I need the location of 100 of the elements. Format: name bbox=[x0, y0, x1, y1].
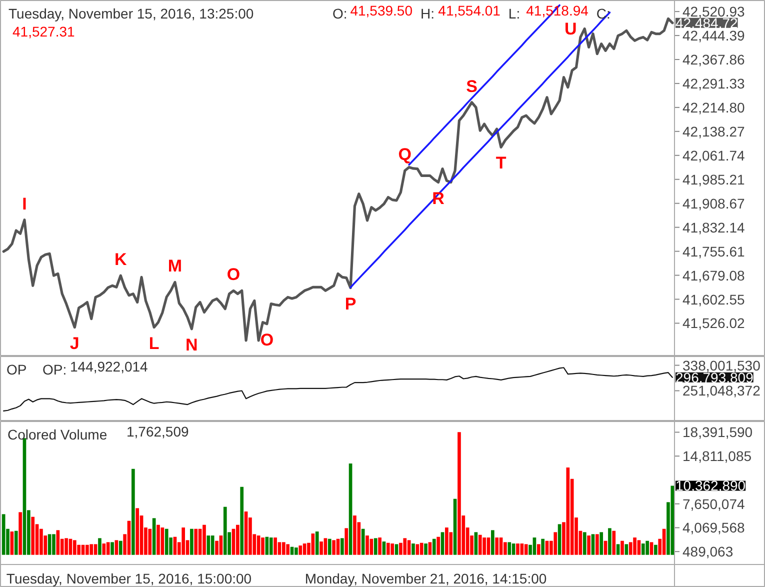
bar bbox=[315, 532, 319, 555]
bar bbox=[440, 532, 444, 555]
bar bbox=[236, 524, 240, 555]
bar bbox=[94, 544, 98, 555]
bar bbox=[582, 532, 586, 555]
data-label: N bbox=[186, 335, 198, 354]
y-tick-label: 41,526.02 bbox=[682, 315, 745, 332]
y-tick-label: 41,832.14 bbox=[682, 219, 745, 236]
bar bbox=[106, 542, 110, 555]
y-tick-label: 42,291.33 bbox=[682, 75, 745, 92]
bar bbox=[265, 536, 269, 555]
y-tick-label: 4,069,568 bbox=[682, 520, 745, 536]
bar bbox=[114, 540, 118, 555]
data-label: O bbox=[260, 330, 274, 350]
bar bbox=[332, 540, 336, 555]
bar bbox=[490, 530, 494, 555]
x-tick-label: Tuesday, November 15, 2016, 15:00:00 bbox=[6, 570, 252, 586]
bar bbox=[554, 532, 558, 555]
bar bbox=[370, 538, 374, 555]
bar bbox=[670, 486, 674, 555]
y-tick-label: 7,650,074 bbox=[682, 496, 745, 512]
bar bbox=[499, 538, 503, 555]
bar bbox=[486, 538, 490, 555]
y-tick-label: 41,985.21 bbox=[682, 171, 745, 188]
bar bbox=[637, 540, 641, 555]
data-label: K bbox=[114, 250, 128, 270]
bar bbox=[269, 538, 273, 555]
bar bbox=[353, 516, 356, 555]
y-tick-label: 14,811,085 bbox=[682, 448, 752, 464]
bar bbox=[336, 538, 340, 555]
bar bbox=[366, 536, 369, 555]
bar bbox=[302, 544, 306, 555]
bar bbox=[14, 530, 18, 555]
bar bbox=[482, 538, 486, 555]
bar bbox=[382, 542, 386, 555]
bar bbox=[282, 542, 286, 555]
bar bbox=[633, 538, 636, 555]
bar bbox=[394, 544, 398, 555]
data-label: O bbox=[226, 265, 240, 284]
data-label: M bbox=[168, 256, 182, 276]
bar bbox=[378, 538, 382, 555]
data-label: S bbox=[466, 76, 478, 96]
bar bbox=[445, 528, 448, 555]
bar bbox=[420, 542, 424, 555]
bar bbox=[206, 536, 210, 555]
bar bbox=[72, 540, 76, 555]
data-label: U bbox=[564, 19, 577, 38]
chart-title: OP bbox=[6, 362, 27, 378]
bar bbox=[198, 528, 202, 555]
bar bbox=[545, 540, 549, 555]
bar bbox=[127, 520, 131, 555]
bar bbox=[244, 512, 248, 555]
bar bbox=[86, 544, 89, 555]
bar bbox=[432, 538, 436, 555]
bar bbox=[436, 536, 440, 555]
bar bbox=[136, 508, 140, 555]
bar bbox=[524, 544, 528, 555]
annotation: 1,762,509 bbox=[126, 424, 189, 440]
bar bbox=[328, 538, 332, 555]
bar bbox=[156, 524, 160, 555]
bar bbox=[536, 544, 540, 555]
bar bbox=[202, 524, 206, 555]
bar bbox=[110, 542, 114, 555]
bar bbox=[662, 528, 666, 555]
bar bbox=[474, 532, 478, 555]
data-label: R bbox=[432, 188, 444, 208]
data-label: J bbox=[70, 334, 80, 353]
bar bbox=[118, 540, 122, 555]
bar bbox=[194, 528, 198, 555]
bar bbox=[164, 528, 168, 555]
bar bbox=[148, 528, 152, 555]
bar bbox=[641, 544, 645, 555]
bar bbox=[286, 544, 290, 555]
y-tick-label: 41,602.55 bbox=[682, 291, 745, 308]
bar bbox=[102, 544, 106, 555]
bar bbox=[620, 540, 624, 555]
data-label: Q bbox=[398, 145, 412, 164]
bar bbox=[532, 538, 536, 555]
bar bbox=[508, 542, 512, 555]
y-tick-label: 42,214.80 bbox=[682, 99, 745, 116]
bar bbox=[512, 544, 516, 555]
data-label: I bbox=[22, 194, 27, 214]
bar bbox=[616, 544, 620, 555]
y-tick-label: 489,063 bbox=[682, 544, 734, 560]
bar bbox=[654, 544, 658, 555]
bar bbox=[361, 528, 365, 555]
y-tick-label: 41,679.08 bbox=[682, 267, 745, 284]
y-tick-label: 251,048,372 bbox=[682, 382, 761, 399]
y-tick-label: 42,138.27 bbox=[682, 123, 745, 140]
data-label: P bbox=[344, 294, 356, 314]
bar bbox=[232, 528, 236, 555]
bar bbox=[516, 544, 520, 555]
bar bbox=[219, 536, 223, 555]
bar bbox=[566, 468, 570, 555]
bar bbox=[311, 534, 315, 555]
bar bbox=[624, 544, 628, 555]
bar bbox=[344, 528, 348, 555]
bar bbox=[558, 524, 562, 555]
bar bbox=[587, 536, 590, 555]
bar bbox=[390, 544, 394, 555]
